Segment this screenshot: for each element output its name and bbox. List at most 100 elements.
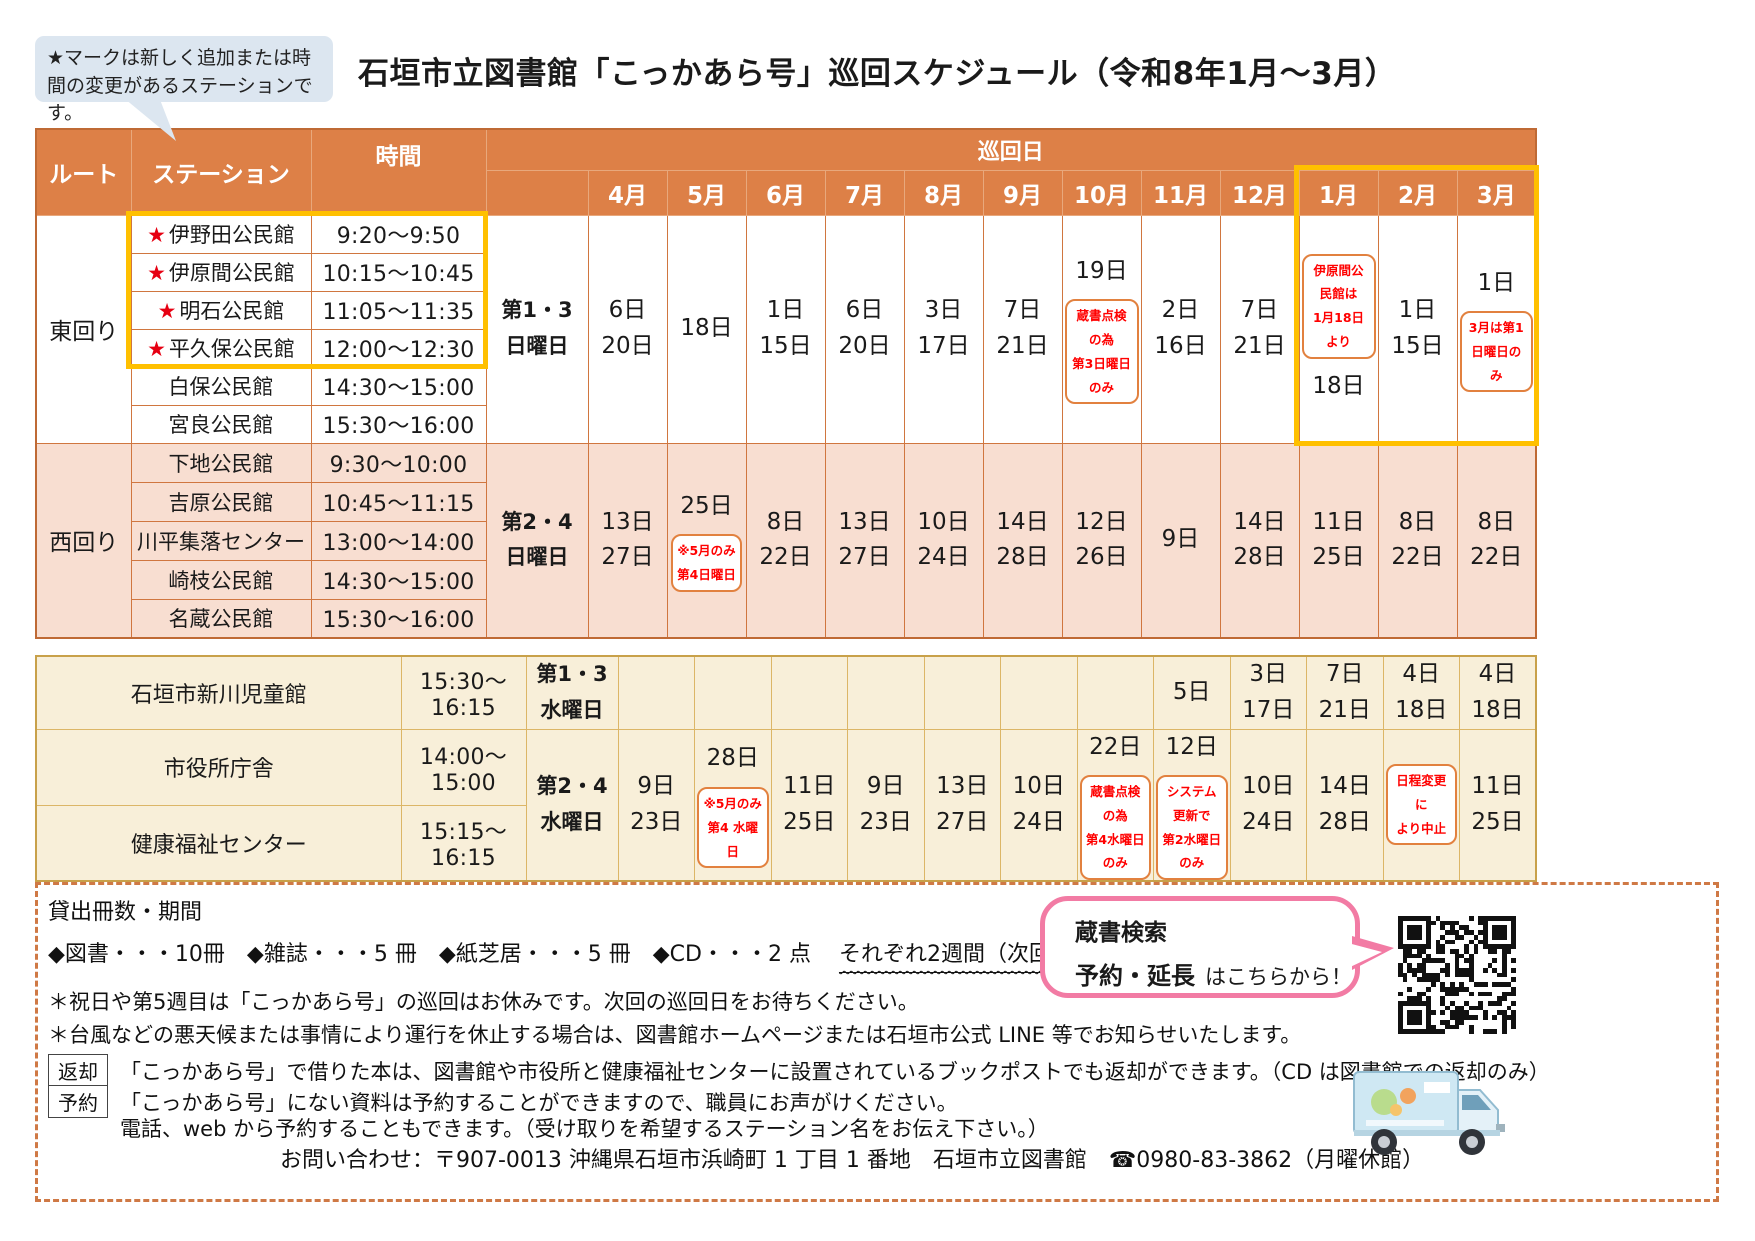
station-name: 名蔵公民館 [130,598,312,639]
date-cell: 25日 ※5月のみ 第4日曜日 [666,442,747,639]
star-icon: ★ [147,261,166,285]
frequency-cell: 第1・3 水曜日 [525,655,619,730]
qr-code [1392,910,1522,1040]
schedule-note: システム更新で 第2水曜日のみ [1156,775,1228,881]
station-name: 石垣市新川児童館 [35,655,402,730]
date-cell: 6日 20日 [587,214,668,444]
station-time: 14:30～15:00 [310,366,487,406]
station-name: ★ 伊原間公民館 [130,252,312,292]
table-row: 東回り ★ 伊野田公民館 9:20～9:50 第1・3 日曜日 6日 20日 18… [35,214,1537,444]
date-cell: 8日 22日 [745,442,826,639]
page-title: 石垣市立図書館「こっかあら号」巡回スケジュール（令和8年1月～3月） [358,56,1397,92]
date-cell [770,655,848,730]
date-cell: 3日 17日 [1229,655,1307,730]
month-header: 7月 [824,169,905,216]
date-cell: 4日 18日 [1459,655,1537,730]
schedule-note: 3月は第1 日曜日のみ [1459,311,1534,393]
station-name: ★ 明石公民館 [130,290,312,330]
frequency-cell: 第1・3 日曜日 [485,214,589,444]
qr-code-grid [1398,916,1516,1034]
date-cell: 13日 27日 [824,442,905,639]
station-time: 15:30～16:00 [310,404,487,444]
star-icon: ★ [157,299,177,323]
month-header: 1月 [1298,169,1379,216]
month-header: 4月 [587,169,668,216]
schedule-note: 伊原間公民館は 1月18日より [1301,253,1376,359]
catalog-search-line2: 予約・延長 はこちらから！ [1075,956,1355,991]
station-name-text: 下地公民館 [168,451,274,476]
table-row: 市役所庁舎 14:00～15:00 第2・4 水曜日 9日 23日 28日 ※5月… [35,728,1537,882]
station-name: 下地公民館 [130,442,312,483]
table-row: 吉原公民館 10:45～11:15 [36,481,1536,522]
date-cell: 14日 28日 [1306,728,1384,882]
return-label: 返却 [48,1054,108,1087]
date-cell: 7日 21日 [1219,214,1300,444]
table-row: 健康福祉センター 15:15～16:15 [35,804,1536,882]
station-name-text: 名蔵公民館 [168,607,274,632]
station-name: 健康福祉センター [35,804,402,882]
date-cell: 7日 21日 [1306,655,1384,730]
holiday-note: ＊祝日や第5週目は「こっかあら号」の巡回はお休みです。次回の巡回日をお待ちくださ… [48,990,919,1014]
station-name-text: 伊野田公民館 [168,223,295,247]
station-name-text: 白保公民館 [168,375,274,399]
station-time: 10:15～10:45 [310,252,487,292]
return-text: 「こっかあら号」で借りた本は、図書館や市役所と健康福祉センターに設置されているブ… [120,1060,1550,1084]
month-header: 11月 [1140,169,1221,216]
date-cell [1076,655,1154,730]
station-name-text: 川平集落センター [137,529,305,554]
date-cell: 9日 [1140,442,1221,639]
station-time: 14:00～15:00 [400,728,527,806]
date-cell: 11日 25日 [770,728,848,882]
date-cell: 13日 27日 [923,728,1001,882]
date-cell: 18日 [666,214,747,444]
station-time: 14:30～15:00 [310,559,487,600]
footer-info-box [35,882,1719,1202]
station-time: 10:45～11:15 [310,481,487,522]
station-time: 11:05～11:35 [310,290,487,330]
table-row: 宮良公民館 15:30～16:00 [36,404,1536,444]
station-time: 12:00～12:30 [310,328,487,368]
east-route-section: 東回り ★ 伊野田公民館 9:20～9:50 第1・3 日曜日 6日 20日 18… [35,214,1537,444]
month-header: 8月 [903,169,984,216]
schedule-note: 蔵書点検の為 第3日曜日のみ [1064,299,1139,405]
schedule-note: ※5月のみ 第4日曜日 [671,534,742,592]
month-header: 3月 [1456,169,1537,216]
table-row: ★ 平久保公民館 12:00～12:30 [36,328,1536,368]
col-header-time: 時間 [310,128,487,216]
col-header-dates: 巡回日 [485,128,1537,171]
west-route-section: 西回り 下地公民館 9:30～10:00 第2・4 日曜日 13日 27日 25… [35,442,1537,639]
catalog-search-title: 蔵書検索 [1075,920,1167,946]
reserve-note: 予約 「こっかあら号」にない資料は予約することができますので、職員にお声がけくださ… [48,1085,958,1118]
table-row: 川平集落センター 13:00～14:00 [36,520,1536,561]
lending-limits-line: ◆図書・・・10冊 ◆雑誌・・・5 冊 ◆紙芝居・・・5 冊 ◆CD・・・2 点… [48,936,1183,973]
month-header: 2月 [1377,169,1458,216]
station-name-text: 伊原間公民館 [168,261,295,285]
catalog-search-bubble: 蔵書検索 予約・延長 はこちらから！ [1040,896,1360,998]
from-here-text: はこちらから！ [1205,965,1352,989]
station-time: 9:30～10:00 [310,442,487,483]
month-header: 12月 [1219,169,1300,216]
date-cell: 9日 23日 [617,728,695,882]
month-header: 6月 [745,169,826,216]
month-header: 9月 [982,169,1063,216]
contact-info: お問い合わせ：〒907-0013 沖縄県石垣市浜崎町 1 丁目 1 番地 石垣市… [280,1148,1425,1173]
callout-bubble: ★マークは新しく追加または時間の変更があるステーションです。 [35,36,333,124]
date-cell: 9日 23日 [847,728,925,882]
station-time: 15:30～16:00 [310,598,487,639]
station-time: 15:30～16:15 [400,655,527,730]
station-name: 市役所庁舎 [35,728,402,806]
callout-text: ★マークは新しく追加または時間の変更があるステーションです。 [47,47,313,125]
station-name: 白保公民館 [130,366,312,406]
date-cell: 10日 24日 [903,442,984,639]
reserve-label: 予約 [48,1085,108,1118]
star-icon: ★ [147,223,166,247]
station-name-text: 明石公民館 [179,299,285,323]
typhoon-note: ＊台風などの悪天候または事情により運行を休止する場合は、図書館ホームページまたは… [48,1023,1302,1047]
station-name: 宮良公民館 [130,404,312,444]
date-cell: 8日 22日 [1456,442,1537,639]
return-note: 返却 「こっかあら号」で借りた本は、図書館や市役所と健康福祉センターに設置されてい… [48,1054,1550,1087]
station-name: ★ 平久保公民館 [130,328,312,368]
month-header: 5月 [666,169,747,216]
date-cell: 4日 18日 [1382,655,1460,730]
date-cell: 12日 26日 [1061,442,1142,639]
